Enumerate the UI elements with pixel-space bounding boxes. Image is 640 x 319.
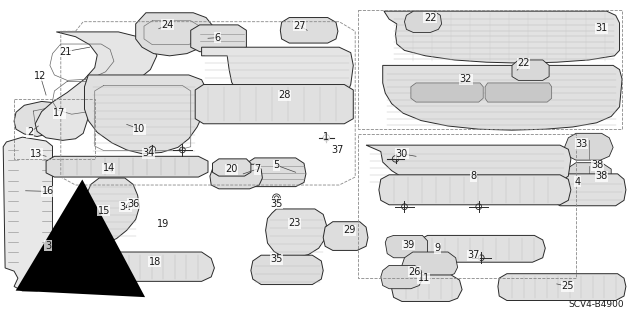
Text: SCV4-B4900: SCV4-B4900 <box>568 300 624 309</box>
Polygon shape <box>485 83 552 102</box>
Polygon shape <box>14 101 64 137</box>
Text: 18: 18 <box>148 256 161 267</box>
Polygon shape <box>366 145 571 191</box>
Polygon shape <box>83 178 140 243</box>
Polygon shape <box>266 209 326 258</box>
Polygon shape <box>202 47 353 116</box>
Text: 9: 9 <box>435 243 441 253</box>
Text: 21: 21 <box>59 47 72 57</box>
Polygon shape <box>384 11 620 63</box>
Text: 19: 19 <box>157 219 170 229</box>
Text: 8: 8 <box>470 171 477 181</box>
Text: 23: 23 <box>288 218 301 228</box>
Bar <box>14 99 95 159</box>
Text: 33: 33 <box>575 138 588 149</box>
Polygon shape <box>566 163 611 187</box>
Text: 11: 11 <box>417 273 430 283</box>
Polygon shape <box>512 60 549 80</box>
Polygon shape <box>35 32 157 140</box>
Polygon shape <box>136 13 212 56</box>
Polygon shape <box>411 83 483 102</box>
Text: 38: 38 <box>595 171 608 181</box>
Text: FR.: FR. <box>47 277 65 287</box>
Text: 29: 29 <box>343 225 356 235</box>
Polygon shape <box>210 164 262 189</box>
Text: 3: 3 <box>45 241 51 251</box>
Polygon shape <box>191 25 246 52</box>
Polygon shape <box>212 159 251 176</box>
Text: 31: 31 <box>595 23 608 33</box>
Polygon shape <box>251 255 323 285</box>
Polygon shape <box>392 275 462 301</box>
Text: 38: 38 <box>591 160 604 170</box>
Polygon shape <box>3 137 52 291</box>
Text: 17: 17 <box>53 108 66 118</box>
Polygon shape <box>498 274 626 300</box>
Polygon shape <box>195 85 353 124</box>
Text: 5: 5 <box>273 160 280 170</box>
Text: 6: 6 <box>214 33 221 43</box>
Polygon shape <box>84 75 206 154</box>
Text: 26: 26 <box>408 267 421 277</box>
Text: 22: 22 <box>424 12 436 23</box>
Text: 4: 4 <box>574 177 580 187</box>
Text: 1: 1 <box>323 132 330 142</box>
Polygon shape <box>88 252 214 281</box>
Text: 14: 14 <box>102 163 115 174</box>
Polygon shape <box>564 133 613 160</box>
Text: 7: 7 <box>254 164 260 174</box>
Text: 10: 10 <box>133 124 146 134</box>
Text: 32: 32 <box>460 74 472 84</box>
Text: 24: 24 <box>161 20 174 30</box>
Text: 30: 30 <box>396 149 408 159</box>
Text: 36: 36 <box>127 198 140 209</box>
Text: 27: 27 <box>293 20 306 31</box>
Text: 15: 15 <box>97 205 110 216</box>
Text: 34: 34 <box>119 202 132 212</box>
Polygon shape <box>323 222 368 250</box>
Text: 12: 12 <box>34 71 47 81</box>
Text: 35: 35 <box>270 254 283 264</box>
Polygon shape <box>280 18 338 43</box>
Text: 2: 2 <box>27 127 33 137</box>
Text: 37: 37 <box>332 145 344 155</box>
Text: 34: 34 <box>142 148 155 158</box>
Text: 37: 37 <box>467 250 480 260</box>
Text: 25: 25 <box>561 281 574 292</box>
Text: 22: 22 <box>517 58 530 68</box>
Text: 20: 20 <box>225 164 238 174</box>
Polygon shape <box>379 175 571 205</box>
Polygon shape <box>402 252 458 277</box>
Polygon shape <box>417 235 545 262</box>
Text: 35: 35 <box>270 198 283 209</box>
Polygon shape <box>404 11 442 33</box>
Polygon shape <box>381 265 422 289</box>
Text: 16: 16 <box>42 186 54 197</box>
Polygon shape <box>549 174 626 206</box>
Polygon shape <box>46 156 208 177</box>
Text: 13: 13 <box>30 149 43 159</box>
Polygon shape <box>244 158 306 187</box>
Text: 28: 28 <box>278 90 291 100</box>
Polygon shape <box>383 65 622 130</box>
Text: 39: 39 <box>402 240 415 250</box>
Polygon shape <box>385 235 428 258</box>
